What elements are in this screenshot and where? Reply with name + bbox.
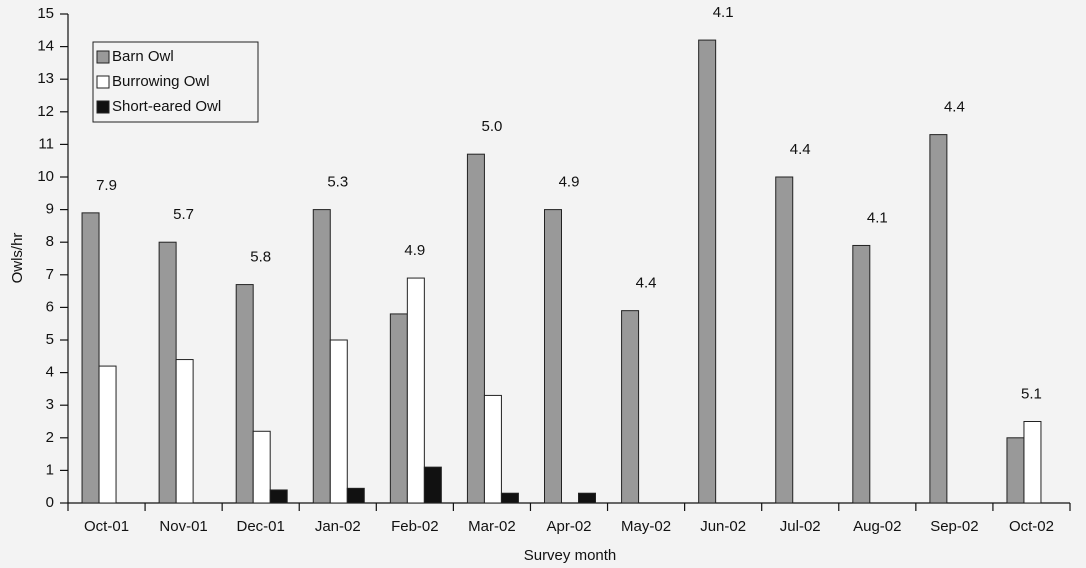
y-tick-label: 8: [46, 233, 54, 250]
bar: [81, 212, 100, 504]
bar: [929, 134, 948, 504]
annotation: 4.4: [636, 275, 657, 292]
bar: [312, 209, 331, 504]
bar: [1006, 437, 1025, 504]
x-tick-label: Dec-01: [237, 518, 285, 535]
annotation: 5.3: [327, 174, 348, 191]
annotation: 4.4: [790, 141, 811, 158]
bar: [98, 365, 117, 504]
y-tick-label: 1: [46, 461, 54, 478]
bar: [775, 176, 794, 504]
bar: [406, 277, 425, 504]
annotation: 5.0: [481, 118, 502, 135]
annotation: 5.8: [250, 249, 271, 266]
bar: [483, 394, 502, 504]
x-tick-label: Nov-01: [159, 518, 207, 535]
bar: [252, 430, 271, 504]
y-axis-label: Owls/hr: [9, 233, 26, 284]
annotation: 5.7: [173, 206, 194, 223]
x-tick-label: Jul-02: [780, 518, 821, 535]
x-axis-label: Survey month: [524, 547, 617, 564]
annotation: 5.1: [1021, 385, 1042, 402]
x-tick-label: Feb-02: [391, 518, 439, 535]
y-tick-label: 3: [46, 396, 54, 413]
legend-label: Short-eared Owl: [112, 98, 221, 115]
bar: [175, 359, 194, 504]
x-tick-label: Mar-02: [468, 518, 516, 535]
y-tick-label: 9: [46, 201, 54, 218]
y-tick-label: 12: [37, 103, 54, 120]
bar: [698, 39, 717, 504]
y-tick-label: 10: [37, 168, 54, 185]
annotation: 4.9: [559, 174, 580, 191]
y-tick-label: 11: [38, 135, 54, 152]
legend-swatch: [96, 75, 110, 89]
y-tick-label: 14: [37, 38, 54, 55]
bar: [578, 492, 596, 504]
annotation: 4.9: [404, 242, 425, 259]
x-tick-label: Aug-02: [853, 518, 901, 535]
bar: [852, 244, 871, 504]
y-tick-label: 7: [46, 266, 54, 283]
legend-swatch: [96, 100, 110, 114]
x-tick-label: May-02: [621, 518, 671, 535]
legend-box: [92, 41, 259, 123]
bar: [423, 466, 442, 504]
x-tick-label: Apr-02: [546, 518, 591, 535]
legend-label: Barn Owl: [112, 48, 174, 65]
bar: [544, 209, 562, 504]
annotation: 4.1: [713, 4, 734, 21]
bar: [621, 310, 640, 504]
y-tick-label: 4: [46, 364, 54, 381]
annotation: 7.9: [96, 177, 117, 194]
y-tick-label: 0: [46, 494, 54, 511]
y-tick-label: 5: [46, 331, 54, 348]
bar: [158, 241, 177, 504]
y-tick-label: 6: [46, 298, 54, 315]
x-tick-label: Oct-02: [1009, 518, 1054, 535]
bar: [500, 492, 519, 504]
annotation: 4.1: [867, 209, 888, 226]
x-tick-label: Sep-02: [930, 518, 978, 535]
annotation: 4.4: [944, 99, 965, 116]
bar: [269, 489, 288, 504]
bar: [329, 339, 348, 504]
bar: [346, 487, 365, 504]
bar: [235, 284, 254, 504]
bar: [1023, 421, 1042, 504]
y-tick-label: 13: [37, 70, 54, 87]
legend-swatch: [96, 50, 110, 64]
x-tick-label: Jun-02: [700, 518, 746, 535]
x-tick-label: Jan-02: [315, 518, 361, 535]
y-tick-label: 2: [46, 429, 54, 446]
bar: [466, 153, 485, 504]
bar: [389, 313, 408, 504]
y-tick-label: 15: [37, 5, 54, 22]
legend-label: Burrowing Owl: [112, 73, 210, 90]
x-tick-label: Oct-01: [84, 518, 129, 535]
